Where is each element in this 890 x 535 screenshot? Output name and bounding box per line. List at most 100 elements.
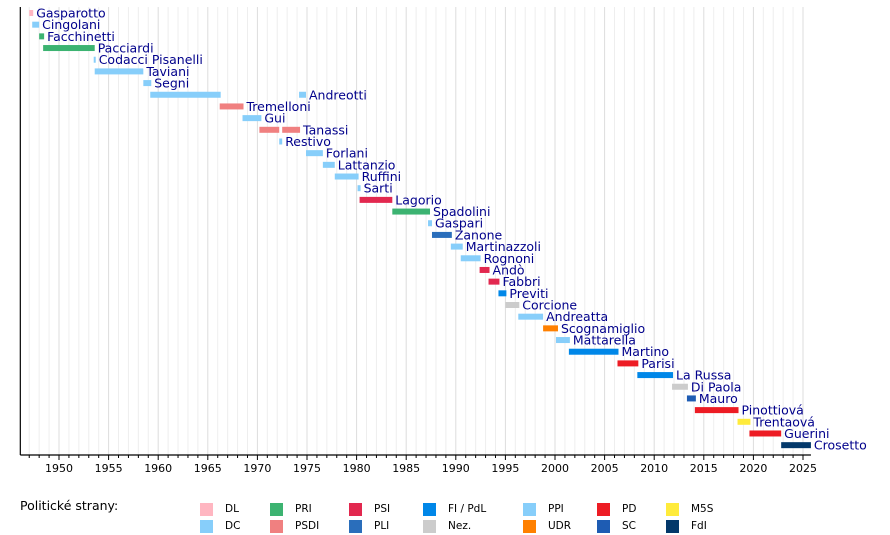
x-tick-label: 1960 — [144, 462, 172, 475]
bar-m5s — [737, 418, 751, 425]
x-tick-label: 2000 — [541, 462, 569, 475]
bar-label: Fabbri — [502, 274, 540, 289]
bar-label: Ruffini — [362, 169, 402, 184]
x-tick-label: 2015 — [690, 462, 718, 475]
bars — [29, 10, 811, 449]
bar-label: Scognamiglio — [561, 321, 645, 336]
legend-item: PRI — [270, 502, 312, 516]
bar-fi — [498, 290, 507, 297]
bar-pd — [749, 430, 782, 437]
bar-label: Tremelloni — [246, 99, 311, 114]
legend-item: Nez. — [423, 519, 471, 533]
bar-psdi — [282, 126, 301, 133]
x-tick-label: 2005 — [591, 462, 619, 475]
bar-label: Guerini — [784, 426, 829, 441]
bar-pri — [39, 33, 45, 40]
bar-psdi — [219, 103, 244, 110]
bar-label: Crosetto — [814, 438, 867, 453]
bar-dc — [143, 80, 152, 87]
legend-label: PLI — [374, 520, 390, 532]
legend-title: Politické strany: — [20, 498, 119, 513]
bar-dc — [322, 161, 335, 168]
bar-label: Gui — [264, 111, 285, 126]
bar-label: Lattanzio — [338, 157, 396, 172]
legend-label: PSI — [374, 503, 391, 515]
bar-label: Gasparotto — [36, 6, 105, 21]
bar-label: Cingolani — [42, 17, 100, 32]
bar-label: Mattarella — [573, 333, 636, 348]
bar-psi — [359, 196, 393, 203]
x-tick-label: 1965 — [194, 462, 222, 475]
x-tick-label: 1955 — [95, 462, 123, 475]
bar-label: Forlani — [326, 146, 368, 161]
bar-fdi — [781, 442, 811, 449]
bar-psi — [479, 266, 490, 273]
bar-ppi — [555, 337, 570, 344]
bar-label: Gaspari — [435, 216, 483, 231]
legend-label: Nez. — [448, 520, 472, 532]
legend-swatch — [666, 519, 679, 533]
legend-item: M5S — [666, 502, 713, 516]
legend-item: PLI — [349, 519, 389, 533]
bar-label: Previti — [509, 286, 548, 301]
bar-label: Taviani — [145, 64, 189, 79]
legend-swatch — [523, 519, 536, 533]
legend-swatch — [597, 519, 610, 533]
x-tick-label: 1990 — [442, 462, 470, 475]
legend-label: M5S — [691, 503, 714, 515]
bar-label: Zanone — [455, 227, 503, 242]
bar-dc — [334, 173, 359, 180]
bar-labels: GasparottoCingolaniFacchinettiPacciardiC… — [36, 6, 867, 453]
legend-label: UDR — [548, 520, 572, 532]
bar-pd — [694, 407, 739, 414]
bar-label: Lagorio — [395, 192, 441, 207]
bar-dc — [357, 185, 361, 192]
legend-item: DL — [200, 502, 239, 516]
bar-label: Pacciardi — [98, 41, 154, 56]
bar-label: Parisi — [641, 356, 674, 371]
legend-item: PD — [597, 502, 636, 516]
legend-swatch — [523, 502, 536, 516]
legend-label: SC — [622, 520, 636, 532]
bar-dc — [306, 150, 323, 157]
legend-item: FI / PdL — [423, 502, 486, 516]
bar-pli — [431, 231, 452, 238]
legend-label: PSDI — [295, 520, 320, 532]
x-tick-label: 1995 — [491, 462, 519, 475]
legend-label: PD — [622, 503, 637, 515]
legend-swatch — [423, 519, 436, 533]
bar-dl — [29, 10, 34, 16]
bar-ppi — [518, 313, 544, 320]
legend-item: FdI — [666, 519, 707, 533]
legend-label: FI / PdL — [448, 503, 487, 515]
bar-label: Tanassi — [302, 122, 348, 137]
bar-label: Rognoni — [484, 251, 535, 266]
bar-label: Martino — [621, 344, 669, 359]
bar-pri — [43, 45, 95, 52]
bar-dc — [460, 255, 481, 262]
legend-swatch — [270, 519, 283, 533]
gridlines — [28, 7, 804, 455]
bar-label: Trentaová — [752, 414, 815, 429]
bar-fi — [568, 348, 619, 355]
bar-dc — [94, 68, 144, 75]
bar-nez — [505, 302, 520, 308]
legend-label: PRI — [295, 503, 312, 515]
legend-label: FdI — [691, 520, 707, 532]
x-tick-label: 2010 — [640, 462, 668, 475]
x-tick-label: 1975 — [293, 462, 321, 475]
legend-item: PPI — [523, 502, 564, 516]
legend-item: SC — [597, 519, 636, 533]
legend-swatch — [423, 502, 436, 516]
bar-dc — [242, 115, 262, 122]
legend-label: PPI — [548, 503, 564, 515]
bar-label: Restivo — [285, 134, 331, 149]
bar-dc — [150, 91, 221, 98]
x-tick-label: 1985 — [392, 462, 420, 475]
bar-pri — [392, 208, 431, 215]
bar-label: Sarti — [364, 181, 393, 196]
bar-label: La Russa — [676, 368, 731, 383]
bar-label: Spadolini — [433, 204, 490, 219]
bar-psdi — [259, 126, 280, 133]
x-tick-label: 1950 — [45, 462, 73, 475]
